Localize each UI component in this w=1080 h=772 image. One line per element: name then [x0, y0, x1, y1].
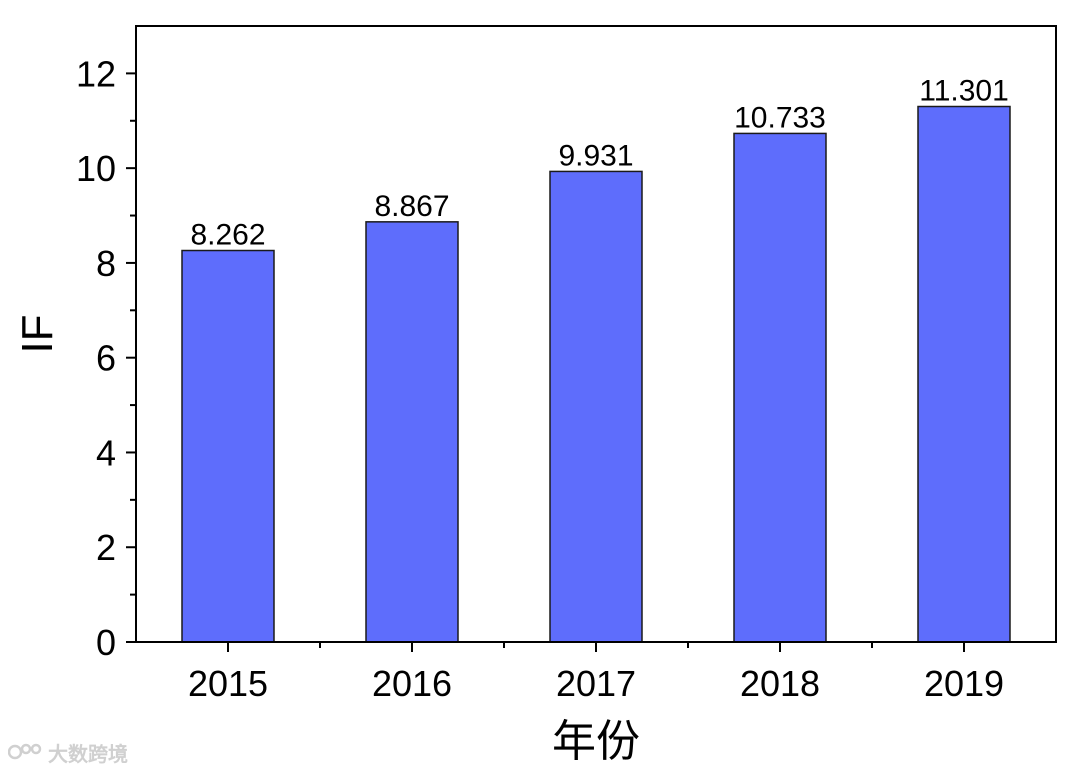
- data-label: 10.733: [734, 101, 826, 134]
- bar: [549, 170, 643, 643]
- y-axis-ticks: 0 2 4 6 8 10 12: [76, 53, 136, 663]
- bars: [181, 105, 1011, 643]
- data-label: 8.262: [190, 219, 265, 252]
- bar: [733, 132, 827, 643]
- data-labels: 8.262 8.867 9.931 10.733 11.301: [190, 75, 1008, 252]
- x-axis-label: 年份: [552, 716, 640, 767]
- watermark: 大数跨境: [8, 738, 128, 766]
- data-label: 9.931: [558, 139, 633, 172]
- x-tick-label: 2016: [372, 663, 452, 704]
- y-tick-label: 2: [96, 527, 116, 568]
- plot-frame: [135, 25, 1057, 643]
- y-tick-label: 0: [96, 622, 116, 663]
- brand-logo-icon: [8, 743, 42, 760]
- x-axis-ticks: 2015 2016 2017 2018 2019: [188, 642, 1004, 704]
- y-tick-label: 4: [96, 432, 116, 473]
- x-tick-label: 2019: [924, 663, 1004, 704]
- y-tick-label: 8: [96, 243, 116, 284]
- watermark-text: 大数跨境: [48, 741, 128, 766]
- y-tick-label: 12: [76, 53, 116, 94]
- bar: [917, 105, 1011, 643]
- x-tick-label: 2015: [188, 663, 268, 704]
- y-tick-label: 10: [76, 148, 116, 189]
- y-tick-label: 6: [96, 338, 116, 379]
- data-label: 11.301: [919, 75, 1009, 108]
- data-label: 8.867: [374, 190, 449, 223]
- bar: [181, 249, 275, 643]
- y-axis-label: IF: [13, 314, 62, 353]
- x-tick-label: 2017: [556, 663, 636, 704]
- bar: [365, 221, 459, 643]
- x-tick-label: 2018: [740, 663, 820, 704]
